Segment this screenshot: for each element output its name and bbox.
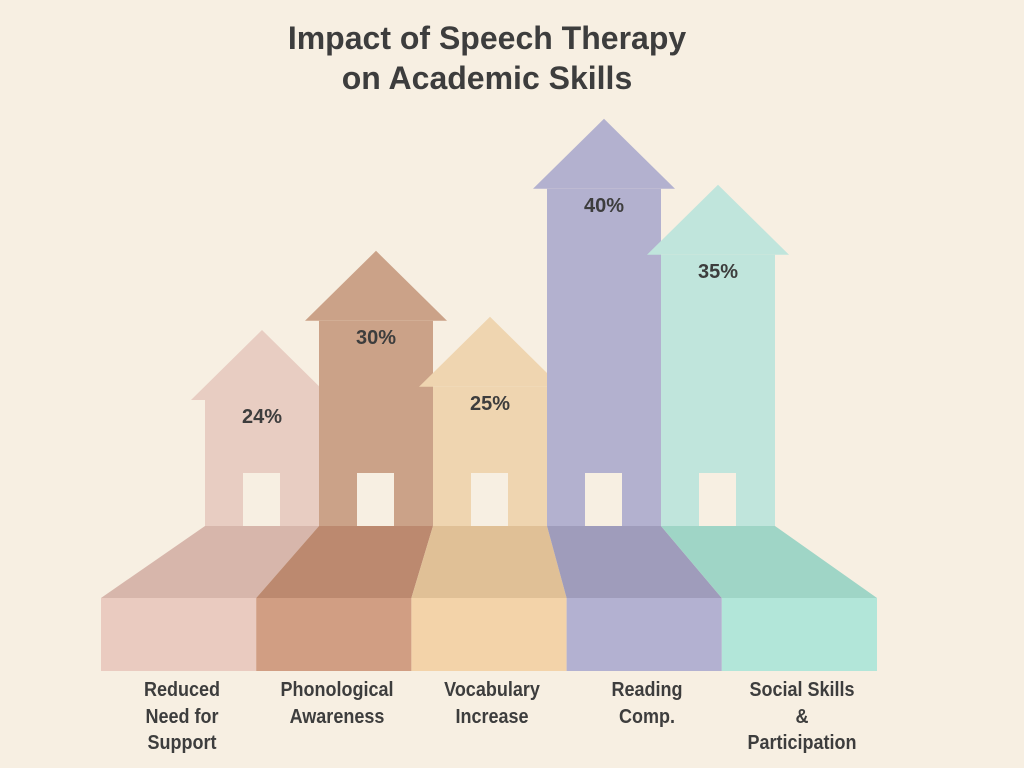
arrow-head (191, 330, 333, 400)
floor-top (411, 526, 567, 598)
door (357, 473, 394, 526)
floor-top (256, 526, 433, 598)
category-label-line: Reduced (143, 679, 220, 701)
category-label: Vocabulary Increase (420, 677, 564, 730)
door (471, 473, 508, 526)
category-label-line: Participation (747, 732, 857, 754)
arrow-head (647, 184, 789, 255)
category-label-line: Phonological (280, 679, 394, 701)
arrow-head (305, 250, 447, 321)
floor-front (411, 598, 567, 671)
category-label-line: Increase (455, 705, 529, 728)
floor-top (101, 526, 319, 598)
door (243, 473, 280, 526)
floor-front (256, 598, 412, 671)
arrow-shaft (547, 188, 661, 527)
category-label: Phonological Awareness (265, 677, 409, 730)
value-label: 30% (356, 327, 396, 349)
value-label: 24% (242, 406, 282, 428)
floor-top (661, 526, 877, 598)
title-line-1: Impact of Speech Therapy (287, 20, 687, 56)
door (585, 473, 622, 526)
category-label-line: Social Skills (749, 679, 855, 701)
category-label: Social Skills & Participation (730, 677, 874, 757)
category-label-line: Need for (145, 705, 219, 728)
door (699, 473, 736, 526)
floor-top (547, 526, 722, 598)
category-label-line: Awareness (289, 705, 385, 728)
category-label-line: Reading (611, 679, 683, 701)
category-label-line: Vocabulary (444, 679, 540, 701)
arrow-head (533, 118, 675, 189)
arrow-head (419, 316, 561, 387)
value-label: 35% (698, 261, 738, 283)
floor-front (101, 598, 257, 671)
category-label: Reduced Need for Support (110, 677, 254, 757)
value-label: 40% (584, 195, 624, 217)
value-label: 25% (470, 393, 510, 415)
chart-title: Impact of Speech Therapy on Academic Ski… (187, 18, 787, 98)
category-label-line: Support (147, 732, 217, 754)
floor-front (721, 598, 877, 671)
category-label-line: & (795, 705, 809, 728)
title-line-2: on Academic Skills (341, 60, 633, 96)
category-label-line: Comp. (619, 705, 676, 728)
floor-front (566, 598, 722, 671)
category-label: Reading Comp. (575, 677, 719, 730)
